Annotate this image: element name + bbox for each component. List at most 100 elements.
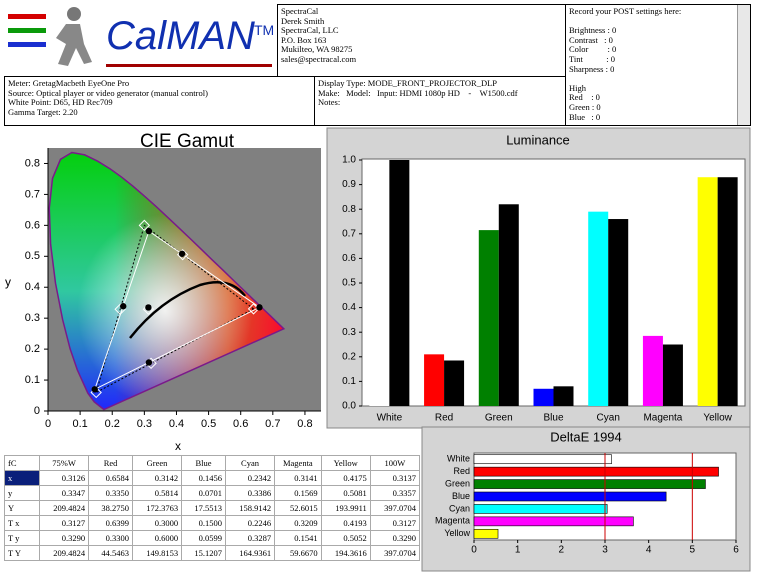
x-tick-label: 4 [646, 545, 652, 556]
x-axis-label: x [175, 439, 181, 453]
table-cell: 0.3287 [224, 530, 276, 546]
bar [717, 177, 738, 406]
bar [608, 219, 629, 406]
bar [473, 528, 499, 539]
row-label: y [4, 485, 40, 501]
table-cell: 0.3386 [224, 485, 276, 501]
text-line: Display Type: MODE_FRONT_PROJECTOR_DLP [318, 78, 498, 88]
table-row: x 0.3126 0.6584 0.3142 0.1456 0.2342 0.3141 0.4… [4, 470, 421, 486]
logo-tm: TM [254, 22, 275, 38]
logo-bar [8, 42, 46, 47]
bar [498, 204, 519, 406]
text-line: Gamma Target: 2.20 [8, 106, 78, 117]
target-point [142, 303, 155, 315]
x-tick-label: Green [485, 413, 513, 424]
table-cell: 0.4193 [320, 515, 371, 531]
text-line: P.O. Box 163 [281, 34, 327, 45]
y-tick-label: 0.1 [342, 376, 356, 387]
y-tick-label: 0.9 [342, 179, 356, 190]
table-cell: 0.3127 [369, 515, 421, 531]
measured-point [178, 250, 186, 257]
text-line: Sharpness : 0 [569, 63, 615, 74]
bar [473, 454, 612, 465]
table-cell: 0.3290 [38, 530, 90, 546]
table-cell: 0.3141 [274, 470, 322, 486]
measured-point [145, 359, 153, 366]
bar [588, 211, 609, 406]
table-cell: 17.5513 [181, 500, 226, 516]
bar [444, 360, 465, 406]
post-box[interactable]: Record your POST settings here: Brightne… [565, 4, 751, 126]
table-cell: 164.9361 [224, 545, 276, 561]
text-line: SpectraCal [281, 6, 319, 16]
y-tick-label: 0.5 [342, 278, 356, 289]
measured-point [120, 303, 127, 310]
table-header-row: fC 75%W Red Green Blue Cyan Magenta Yellow 100W [4, 455, 421, 471]
row-label: x [4, 470, 40, 486]
text-line: Contrast : 0 [569, 34, 613, 45]
table-cell: 38.2750 [88, 500, 133, 516]
table-cell: 193.9911 [320, 500, 371, 516]
measured-point [256, 304, 263, 311]
measured-point [145, 304, 152, 311]
table-cell: 0.3300 [88, 530, 133, 546]
text-line: Blue : 0 [569, 111, 601, 122]
bar [478, 230, 499, 406]
scrollbar[interactable] [737, 5, 750, 125]
table-cell: 397.0704 [369, 500, 421, 516]
table-cell: 0.6584 [88, 470, 133, 486]
deltae-chart: DeltaE 1994 0 1 2 3 4 5 6 White Red Green Blue Cyan M… [435, 429, 739, 555]
table-cell: 0.2342 [224, 470, 276, 486]
text-line: Make: Model: Input: HDMI 1080p HD - W150… [318, 87, 518, 98]
post-high: High Red : 0 Green : 0 Blue : 0 [569, 82, 747, 122]
table-cell: 158.9142 [224, 500, 276, 516]
y-tick-label: 0.6 [342, 253, 356, 264]
x-tick-label: Red [435, 413, 453, 424]
table-cell: 0.1500 [181, 515, 226, 531]
y-tick-label: 0.1 [25, 374, 40, 386]
y-tick-label: 0.6 [25, 219, 40, 231]
x-tick-label: Cyan [597, 413, 620, 424]
bar [389, 160, 410, 406]
text-line: White Point: D65, HD Rec709 [8, 97, 113, 108]
y-tick-label: Magenta [435, 516, 470, 526]
table-row: y 0.3347 0.3350 0.5814 0.0701 0.3386 0.1569 0.5… [4, 485, 421, 501]
text-line: SpectraCal, LLC [281, 25, 339, 36]
y-tick-label: Blue [452, 491, 470, 501]
table-cell: 0.3347 [38, 485, 90, 501]
table-cell: 0.3126 [38, 470, 90, 486]
x-tick-label: Magenta [643, 413, 682, 424]
x-tick-label: 0.6 [233, 418, 248, 430]
y-tick-label: 1.0 [342, 155, 356, 166]
header-cell: Green [131, 455, 183, 471]
header-cell: fC [4, 455, 40, 471]
text-line: Green : 0 [569, 101, 601, 112]
table-cell: 397.0704 [369, 545, 421, 561]
text-line: Derek Smith [281, 15, 325, 26]
y-tick-label: Yellow [444, 528, 470, 538]
x-tick-label: 1 [515, 545, 521, 556]
post-settings: Brightness : 0 Contrast : 0 Color : 0 Tint … [569, 26, 747, 74]
table-cell: 0.1541 [274, 530, 322, 546]
y-tick-label: 0.7 [342, 228, 356, 239]
table-cell: 0.2246 [224, 515, 276, 531]
text-line: High [569, 82, 586, 93]
text-line: sales@spectracal.com [281, 53, 357, 64]
table-cell: 209.4824 [38, 545, 90, 561]
bar [473, 466, 719, 477]
x-tick-label: 5 [690, 545, 696, 556]
y-tick-label: 0.0 [342, 401, 356, 412]
y-tick-label: 0.8 [342, 204, 356, 215]
table-cell: 0.6399 [88, 515, 133, 531]
x-tick-label: 0.3 [137, 418, 152, 430]
text-line: Mukilteo, WA 98275 [281, 44, 353, 55]
header-cell: Blue [181, 455, 226, 471]
bar [473, 516, 634, 527]
x-tick-label: 0 [45, 418, 51, 430]
target-gamut [95, 224, 255, 394]
table-cell: 149.8153 [131, 545, 183, 561]
table-cell: 0.3000 [131, 515, 183, 531]
table-cell: 0.3127 [38, 515, 90, 531]
bar [662, 344, 683, 406]
logo-bar [8, 28, 46, 33]
